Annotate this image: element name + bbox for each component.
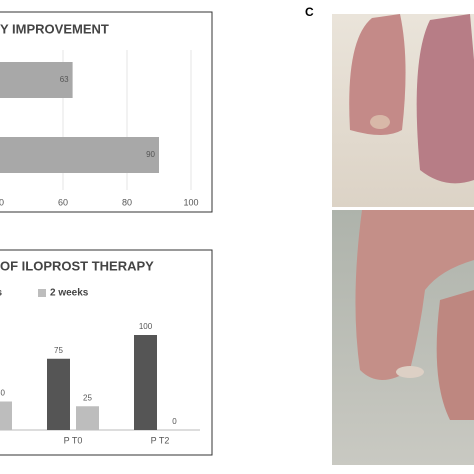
bar xyxy=(0,137,159,173)
legend-label: weeks xyxy=(0,288,2,299)
value-label: 63 xyxy=(60,75,69,84)
x-tick-label: 60 xyxy=(58,197,68,207)
x-tick-label: P T2 xyxy=(151,435,170,445)
x-tick-label: 100 xyxy=(183,197,198,207)
bar xyxy=(0,62,73,98)
bar xyxy=(47,358,70,430)
x-tick-label: 40 xyxy=(0,197,4,207)
chart-frame xyxy=(0,11,213,213)
value-label: 0 xyxy=(172,417,177,426)
x-tick-label: P T0 xyxy=(64,435,83,445)
photo xyxy=(332,14,474,465)
legend-label: 2 weeks xyxy=(50,288,89,299)
value-label: 90 xyxy=(146,150,155,159)
bar xyxy=(76,406,99,430)
legend-swatch xyxy=(38,289,46,297)
chart-title: Y IMPROVEMENT xyxy=(0,21,109,36)
chart-frame xyxy=(0,249,213,456)
value-label: 75 xyxy=(54,346,63,355)
value-label: 30 xyxy=(0,389,5,398)
value-label: 25 xyxy=(83,393,92,402)
value-label: 100 xyxy=(139,322,153,331)
panel-label: C xyxy=(305,5,314,19)
x-tick-label: 80 xyxy=(122,197,132,207)
chart-title: OF ILOPROST THERAPY xyxy=(0,258,154,273)
bar xyxy=(134,335,157,430)
bar xyxy=(0,401,12,430)
